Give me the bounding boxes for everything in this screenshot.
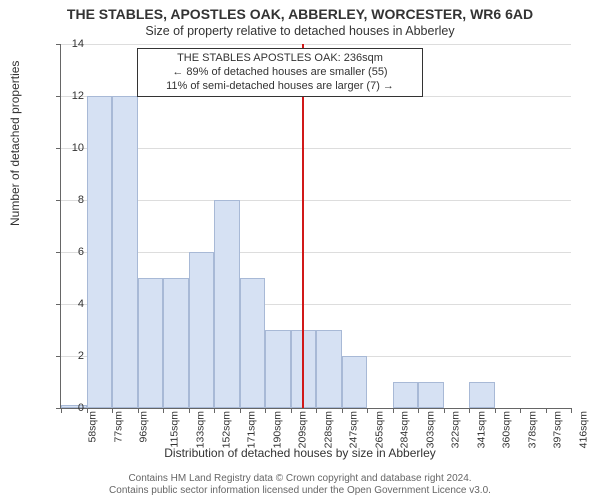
- y-axis-label: Number of detached properties: [8, 61, 22, 226]
- x-tick-mark: [520, 408, 521, 413]
- chart-subtitle: Size of property relative to detached ho…: [0, 24, 600, 38]
- x-tick-label: 397sqm: [551, 411, 563, 448]
- x-tick-mark: [112, 408, 113, 413]
- histogram-bar: [316, 330, 342, 408]
- x-tick-label: 58sqm: [87, 411, 99, 443]
- x-tick-label: 341sqm: [475, 411, 487, 448]
- x-tick-mark: [469, 408, 470, 413]
- y-tick-label: 6: [54, 246, 84, 258]
- y-tick-label: 12: [54, 90, 84, 102]
- x-tick-label: 133sqm: [194, 411, 206, 448]
- x-tick-mark: [571, 408, 572, 413]
- x-tick-mark: [138, 408, 139, 413]
- credits-line2: Contains public sector information licen…: [0, 485, 600, 497]
- y-tick-label: 10: [54, 142, 84, 154]
- histogram-bar: [265, 330, 291, 408]
- histogram-bar: [87, 96, 113, 408]
- x-tick-label: 360sqm: [500, 411, 512, 448]
- x-tick-mark: [393, 408, 394, 413]
- x-tick-label: 228sqm: [322, 411, 334, 448]
- x-tick-mark: [367, 408, 368, 413]
- histogram-bar: [138, 278, 164, 408]
- annotation-line3: 11% of semi-detached houses are larger (…: [144, 80, 416, 94]
- histogram-bar: [112, 96, 138, 408]
- x-tick-label: 265sqm: [373, 411, 385, 448]
- x-tick-mark: [87, 408, 88, 413]
- credits: Contains HM Land Registry data © Crown c…: [0, 473, 600, 497]
- histogram-bar: [342, 356, 368, 408]
- x-tick-label: 190sqm: [271, 411, 283, 448]
- histogram-bar: [214, 200, 240, 408]
- x-tick-mark: [163, 408, 164, 413]
- x-tick-label: 284sqm: [398, 411, 410, 448]
- y-tick-label: 4: [54, 298, 84, 310]
- x-tick-label: 322sqm: [449, 411, 461, 448]
- x-tick-label: 378sqm: [526, 411, 538, 448]
- gridline: [61, 252, 571, 253]
- histogram-bar: [469, 382, 495, 408]
- x-tick-mark: [265, 408, 266, 413]
- plot-area: 58sqm77sqm96sqm115sqm133sqm152sqm171sqm1…: [60, 44, 571, 409]
- y-tick-label: 8: [54, 194, 84, 206]
- chart-container: THE STABLES, APOSTLES OAK, ABBERLEY, WOR…: [0, 0, 600, 500]
- annotation-line2: ← 89% of detached houses are smaller (55…: [144, 66, 416, 80]
- x-tick-label: 115sqm: [168, 411, 180, 448]
- y-tick-label: 2: [54, 350, 84, 362]
- marker-line: [302, 44, 304, 408]
- x-tick-mark: [240, 408, 241, 413]
- x-tick-mark: [189, 408, 190, 413]
- x-tick-mark: [444, 408, 445, 413]
- x-tick-mark: [418, 408, 419, 413]
- x-tick-label: 77sqm: [112, 411, 124, 443]
- x-tick-mark: [495, 408, 496, 413]
- x-tick-mark: [291, 408, 292, 413]
- credits-line1: Contains HM Land Registry data © Crown c…: [0, 473, 600, 485]
- histogram-bar: [189, 252, 215, 408]
- histogram-bar: [418, 382, 444, 408]
- gridline: [61, 148, 571, 149]
- gridline: [61, 200, 571, 201]
- histogram-bar: [393, 382, 419, 408]
- x-tick-label: 303sqm: [424, 411, 436, 448]
- x-tick-mark: [214, 408, 215, 413]
- x-axis-label: Distribution of detached houses by size …: [0, 446, 600, 460]
- x-tick-mark: [342, 408, 343, 413]
- y-tick-label: 14: [54, 38, 84, 50]
- x-tick-label: 171sqm: [245, 411, 257, 448]
- annotation-line1: THE STABLES APOSTLES OAK: 236sqm: [144, 52, 416, 66]
- chart-title: THE STABLES, APOSTLES OAK, ABBERLEY, WOR…: [0, 6, 600, 22]
- y-tick-label: 0: [54, 402, 84, 414]
- x-tick-mark: [546, 408, 547, 413]
- x-tick-label: 416sqm: [577, 411, 589, 448]
- x-tick-label: 96sqm: [138, 411, 150, 443]
- x-tick-mark: [316, 408, 317, 413]
- histogram-bar: [163, 278, 189, 408]
- annotation-box: THE STABLES APOSTLES OAK: 236sqm ← 89% o…: [137, 48, 423, 97]
- gridline: [61, 44, 571, 45]
- x-tick-label: 247sqm: [347, 411, 359, 448]
- x-tick-label: 152sqm: [220, 411, 232, 448]
- x-tick-label: 209sqm: [296, 411, 308, 448]
- histogram-bar: [240, 278, 266, 408]
